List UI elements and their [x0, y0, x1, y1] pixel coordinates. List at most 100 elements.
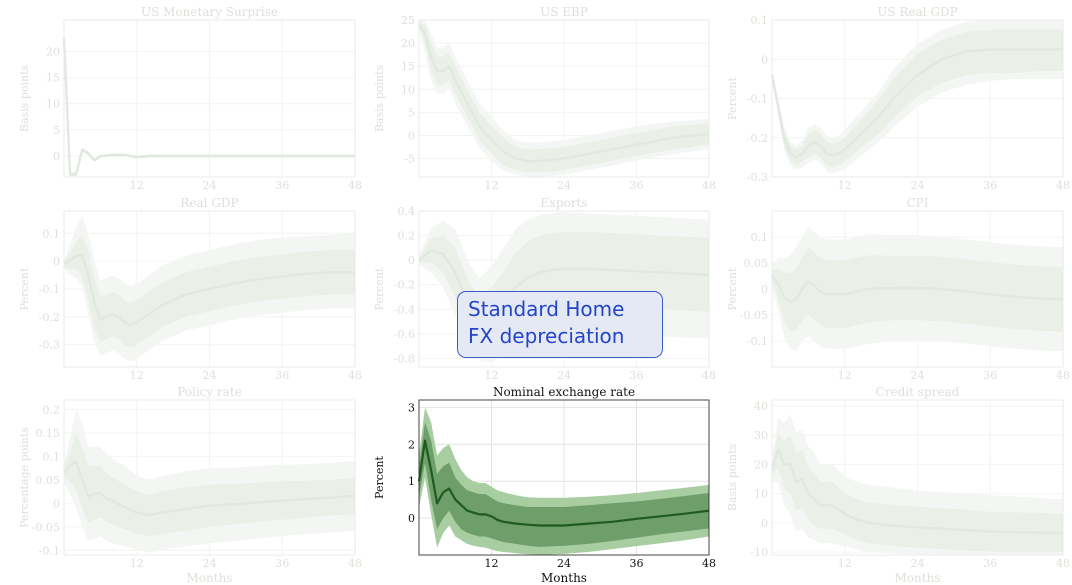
x-tick-label: 12 [130, 179, 144, 192]
y-axis-label: Percent [373, 267, 386, 310]
y-tick-label: 0 [761, 53, 768, 66]
y-tick-label: 0.2 [43, 403, 61, 416]
x-tick-label: 48 [702, 557, 716, 570]
y-axis-label: Percent [726, 267, 739, 310]
y-tick-label: 0.1 [43, 450, 61, 463]
y-tick-label: 0 [408, 129, 415, 142]
panel-title: Real GDP [180, 196, 238, 210]
y-tick-label: 1 [408, 475, 415, 488]
x-tick-label: 24 [557, 369, 571, 382]
x-tick-label: 24 [203, 369, 217, 382]
y-tick-label: 3 [408, 401, 415, 414]
y-tick-label: 10 [401, 83, 415, 96]
x-tick-label: 24 [911, 179, 925, 192]
y-tick-label: 2 [408, 438, 415, 451]
y-tick-label: 0 [53, 255, 60, 268]
y-tick-label: 20 [401, 37, 415, 50]
y-tick-label: 0.1 [751, 231, 769, 244]
x-tick-label: 48 [702, 369, 716, 382]
x-tick-label: 24 [203, 179, 217, 192]
x-tick-label: 48 [348, 179, 362, 192]
y-tick-label: -0.1 [747, 335, 768, 348]
x-tick-label: 12 [130, 557, 144, 570]
y-tick-label: -10 [750, 546, 768, 559]
y-tick-label: -0.05 [32, 521, 60, 534]
y-tick-label: -0.1 [39, 544, 60, 557]
x-tick-label: 36 [983, 179, 997, 192]
x-tick-label: 48 [1056, 557, 1070, 570]
y-tick-label: 20 [46, 45, 60, 58]
panel-2: 12 24 36 48 -0.3 -0.2 -0.1 0 0.1 US Real GDP Perce… [726, 5, 1070, 192]
y-tick-label: 0.1 [43, 227, 61, 240]
band-68 [64, 236, 355, 348]
x-tick-label: 24 [557, 179, 571, 192]
x-tick-label: 48 [348, 557, 362, 570]
y-tick-label: 5 [408, 106, 415, 119]
y-tick-label: -0.3 [747, 171, 768, 184]
band-68 [772, 247, 1063, 332]
callout-line-1: Standard Home [468, 297, 625, 321]
y-tick-label: 10 [46, 98, 60, 111]
panel-title: US Monetary Surprise [141, 5, 278, 19]
y-tick-label: 40 [754, 400, 768, 413]
x-tick-label: 12 [838, 179, 852, 192]
band-68 [64, 432, 355, 537]
x-tick-label: 24 [911, 557, 925, 570]
x-tick-label: 48 [1056, 179, 1070, 192]
y-tick-label: -0.05 [740, 309, 768, 322]
x-tick-label: 36 [275, 369, 289, 382]
band-68 [772, 29, 1063, 168]
y-tick-label: 0.4 [398, 205, 416, 218]
panel-title: Policy rate [177, 385, 242, 399]
x-tick-label: 36 [983, 557, 997, 570]
y-tick-label: -0.3 [39, 339, 60, 352]
x-tick-label: 12 [485, 557, 499, 570]
x-tick-label: 48 [702, 179, 716, 192]
x-tick-label: 12 [485, 179, 499, 192]
axes-frame [418, 399, 710, 556]
axes-frame [63, 399, 356, 556]
panel-title: Credit spread [876, 385, 960, 399]
response-line [418, 249, 710, 323]
panel-8: 12 24 36 48 -10 0 10 20 30 40 Credit spread Basis p… [726, 385, 1070, 585]
x-tick-label: 24 [203, 557, 217, 570]
y-tick-label: -0.6 [394, 328, 415, 341]
x-tick-label: 36 [983, 369, 997, 382]
y-tick-label: -0.2 [39, 311, 60, 324]
x-tick-label: 12 [838, 557, 852, 570]
y-tick-label: 5 [53, 124, 60, 137]
y-tick-label: 15 [401, 60, 415, 73]
y-tick-label: -0.1 [39, 283, 60, 296]
y-tick-label: 0.1 [751, 14, 769, 27]
x-tick-label: 36 [275, 557, 289, 570]
callout-box: Standard Home FX depreciation [457, 291, 663, 358]
response-line [771, 275, 1064, 304]
y-axis-label: Percentage points [18, 427, 31, 528]
y-tick-label: 20 [754, 458, 768, 471]
panel-5: 12 24 36 48 -0.1 -0.05 0 0.05 0.1 CPI Percent [726, 196, 1070, 382]
y-axis-label: Basis points [726, 444, 739, 512]
y-tick-label: 0.05 [36, 474, 61, 487]
axes-frame [418, 210, 710, 368]
x-tick-label: 36 [630, 557, 644, 570]
y-tick-label: 30 [754, 429, 768, 442]
axes-frame [63, 210, 356, 368]
response-line [417, 23, 710, 163]
x-tick-label: 24 [557, 557, 571, 570]
response-line [770, 448, 1064, 535]
y-tick-label: 0 [53, 150, 60, 163]
y-axis-label: Basis points [18, 65, 31, 133]
y-tick-label: -5 [404, 153, 415, 166]
x-tick-label: 36 [630, 179, 644, 192]
x-tick-label: 12 [838, 369, 852, 382]
y-tick-label: 25 [401, 14, 415, 27]
y-tick-label: 0 [408, 512, 415, 525]
axes-frame [771, 399, 1064, 556]
band-68 [419, 22, 709, 173]
y-axis-label: Percent [726, 76, 739, 119]
y-tick-label: 0.05 [744, 257, 769, 270]
y-axis-label: Percent [373, 455, 386, 498]
y-tick-label: 0.2 [398, 230, 416, 243]
x-tick-label: 48 [1056, 369, 1070, 382]
